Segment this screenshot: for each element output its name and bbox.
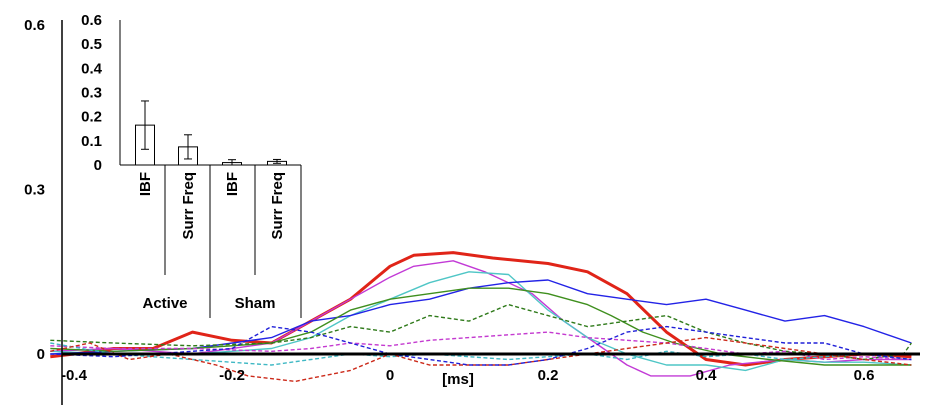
x-tick-label: 0.6	[854, 367, 875, 384]
x-tick-label: 0	[386, 367, 394, 384]
y-tick-label: 0.6	[24, 17, 45, 34]
inset-category-label: IBF	[224, 172, 241, 196]
inset-axis	[119, 20, 302, 318]
series-line-3	[50, 271, 912, 372]
series-line-6	[50, 303, 912, 361]
inset-y-tick-label: 0.6	[81, 12, 102, 29]
x-tick-label: -0.2	[219, 367, 245, 384]
inset-category-label: Surr Freq	[180, 172, 197, 240]
x-axis-label: [ms]	[442, 371, 474, 388]
x-tick-labels: -0.4 -0.2 0 0.2 0.4 0.6	[61, 367, 874, 384]
series-line-1	[50, 251, 912, 367]
inset-y-tick-label: 0.1	[81, 133, 102, 150]
series-line-10	[50, 325, 912, 366]
inset-group-label: Sham	[235, 295, 276, 312]
inset-y-tick-labels: 0 0.1 0.2 0.3 0.4 0.5 0.6	[81, 12, 103, 174]
y-tick-label: 0.3	[24, 182, 45, 199]
series-line-5	[50, 287, 912, 366]
inset-bars	[135, 100, 287, 166]
inset-category-label: IBF	[137, 172, 154, 196]
inset-y-tick-label: 0.3	[81, 85, 102, 102]
series-line-7	[50, 331, 912, 361]
inset-y-tick-label: 0.2	[81, 109, 102, 126]
x-tick-label: 0.2	[538, 367, 559, 384]
inset-category-label: Surr Freq	[269, 172, 286, 240]
inset-y-tick-label: 0.5	[81, 36, 102, 53]
inset-group-label: Active	[142, 295, 187, 312]
main-line-chart: -0.4 -0.2 0 0.2 0.4 0.6 0 0.3 0.6 [ms]	[24, 17, 920, 405]
axis-layer	[61, 20, 920, 405]
inset-category-labels: IBF Surr Freq IBF Surr Freq	[137, 172, 286, 240]
series-line-2	[50, 260, 912, 377]
x-tick-label: 0.4	[696, 367, 718, 384]
series-line-8	[50, 342, 912, 366]
inset-y-tick-label: 0	[94, 157, 102, 174]
series-layer	[50, 251, 912, 383]
series-line-4	[50, 279, 912, 355]
y-tick-label: 0	[37, 346, 45, 363]
y-tick-labels: 0 0.3 0.6	[24, 17, 45, 363]
inset-group-labels: Active Sham	[142, 295, 275, 312]
inset-y-tick-label: 0.4	[81, 60, 103, 77]
x-tick-label: -0.4	[61, 367, 88, 384]
inset-bar-chart: 0 0.1 0.2 0.3 0.4 0.5 0.6 IBF Surr Freq IBF Surr …	[81, 12, 302, 318]
